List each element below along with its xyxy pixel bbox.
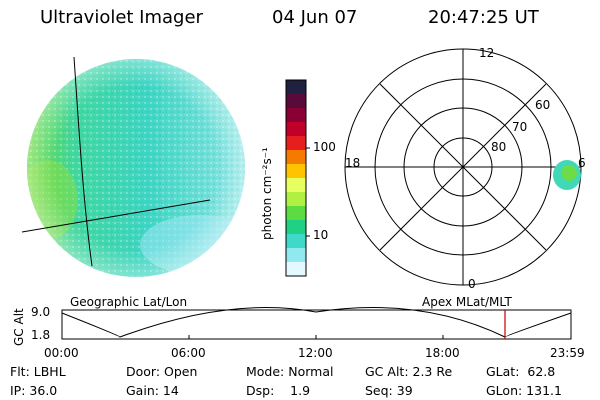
date-label: 04 Jun 07 — [272, 7, 358, 28]
colorbar-cell — [286, 122, 306, 137]
colorbar-cell — [286, 234, 306, 249]
timeline-left-title: Geographic Lat/Lon — [70, 295, 188, 309]
latitude-line — [21, 199, 211, 233]
colorbar-cell — [286, 136, 306, 151]
colorbar-cell — [286, 192, 306, 207]
timeline-xtick-0: 00:00 — [44, 346, 79, 360]
dsp-info: Dsp: 1.9 — [246, 383, 311, 398]
ip-info: IP: 36.0 — [10, 383, 58, 398]
lat-label-70: 70 — [512, 120, 528, 134]
uv-earth-image — [21, 56, 245, 277]
colorbar-cell — [286, 220, 306, 235]
mlt-label-0: 0 — [468, 277, 476, 291]
colorbar-unit-label: photon cm⁻²s⁻¹ — [260, 147, 274, 240]
colorbar-cell — [286, 248, 306, 263]
timeline-xtick-4: 23:59 — [550, 346, 585, 360]
time-label: 20:47:25 UT — [428, 7, 539, 28]
polar-plot — [344, 48, 582, 286]
timeline-axis-label: GC Alt — [12, 308, 26, 346]
colorbar-cell — [286, 80, 306, 95]
timeline-xtick-1: 06:00 — [171, 346, 206, 360]
glon-info: GLon: 131.1 — [486, 383, 562, 398]
polar-aurora-patch — [553, 160, 581, 190]
timeline-xtick-3: 18:00 — [425, 346, 460, 360]
glat-info: GLat: 62.8 — [486, 364, 556, 379]
seq-info: Seq: 39 — [365, 383, 413, 398]
colorbar-tick-100: 100 — [313, 140, 336, 154]
longitude-line — [73, 56, 93, 267]
colorbar-tick-10: 10 — [313, 228, 329, 242]
colorbar — [285, 79, 310, 277]
mode-info: Mode: Normal — [246, 364, 334, 379]
timeline-xtick-2: 12:00 — [298, 346, 333, 360]
gain-info: Gain: 14 — [126, 383, 179, 398]
timeline-right-title: Apex MLat/MLT — [422, 295, 512, 309]
mlt-label-12: 12 — [479, 46, 495, 60]
colorbar-cell — [286, 164, 306, 179]
colorbar-cell — [286, 206, 306, 221]
gc-alt-info: GC Alt: 2.3 Re — [365, 364, 453, 379]
colorbar-cell — [286, 178, 306, 193]
door-info: Door: Open — [126, 364, 198, 379]
mlt-label-6: 6 — [578, 156, 586, 170]
altitude-timeline — [61, 307, 572, 340]
colorbar-cell — [286, 262, 306, 277]
timeline-ytick-bottom: 1.8 — [31, 328, 51, 342]
filter-info: Flt: LBHL — [10, 364, 66, 379]
timeline-ytick-top: 9.0 — [31, 305, 51, 319]
colorbar-cell — [286, 94, 306, 109]
colorbar-cell — [286, 150, 306, 165]
lat-label-80: 80 — [491, 140, 507, 154]
lat-label-60: 60 — [535, 98, 551, 112]
mlt-label-18: 18 — [345, 156, 361, 170]
instrument-title: Ultraviolet Imager — [40, 7, 203, 28]
altitude-curve — [61, 307, 572, 338]
colorbar-cell — [286, 108, 306, 123]
